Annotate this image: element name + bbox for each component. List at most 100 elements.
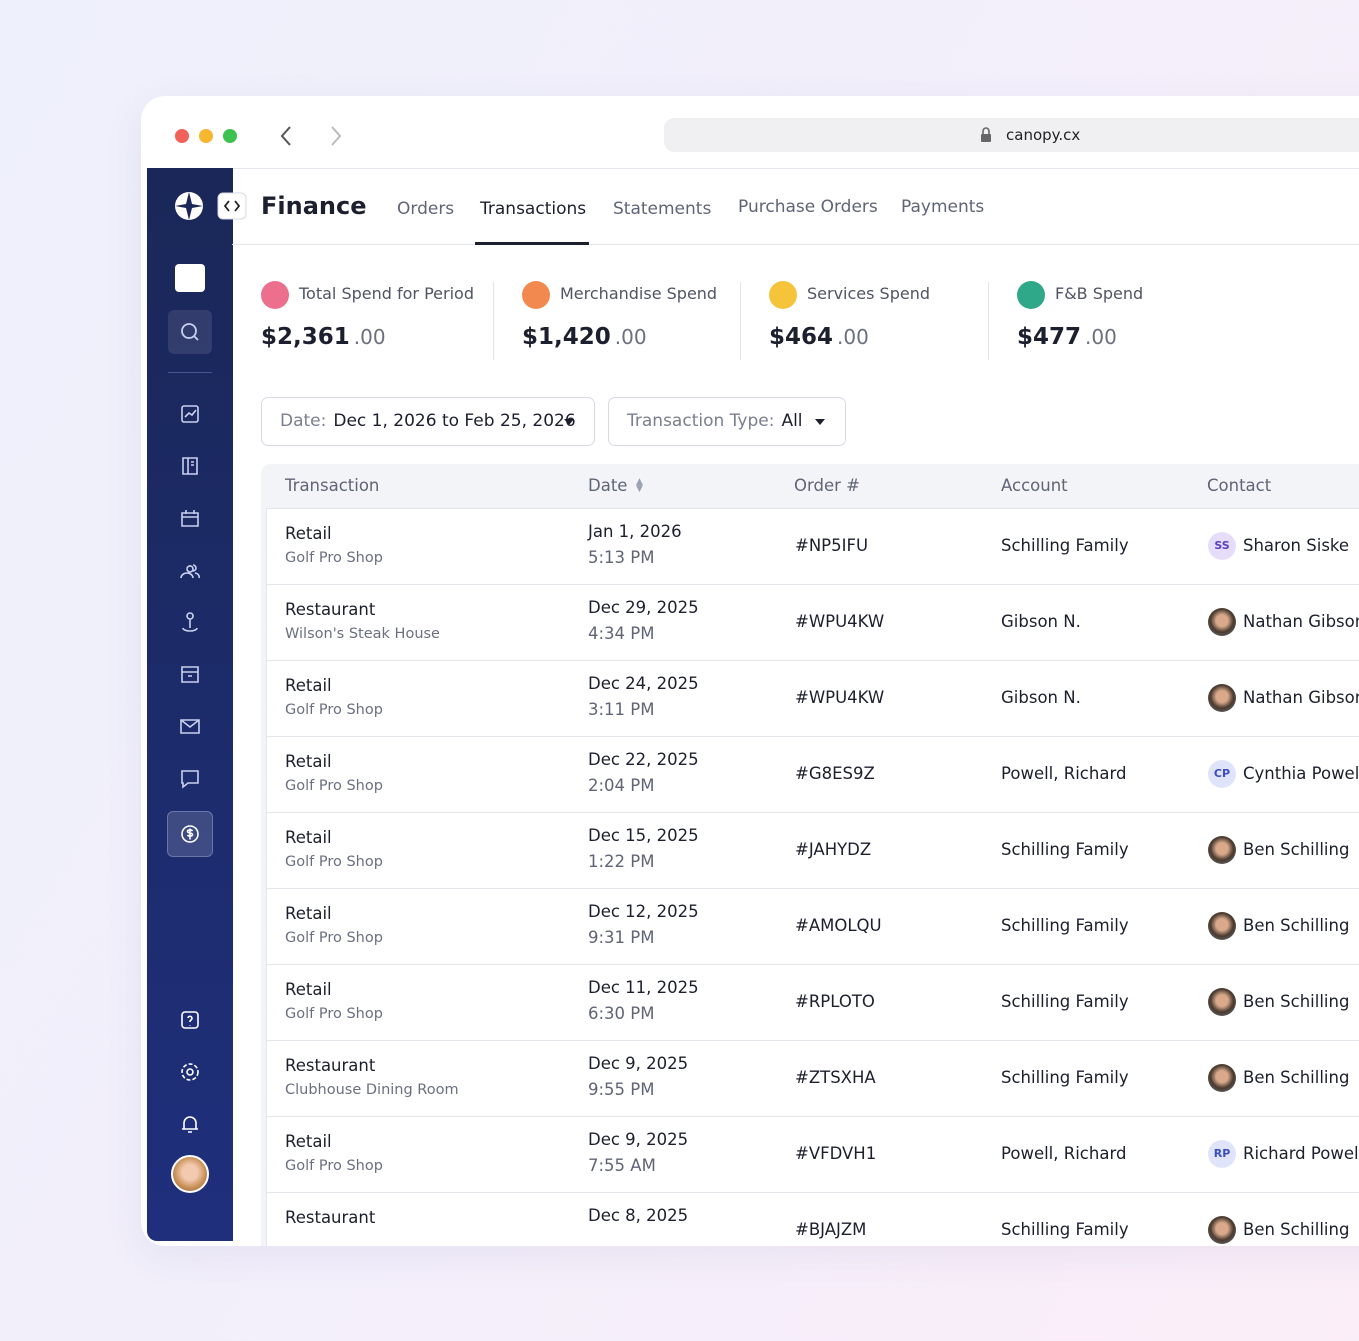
contact-initials: SS bbox=[1208, 532, 1236, 560]
order-number: #WPU4KW bbox=[795, 612, 885, 631]
tab[interactable]: Orders bbox=[397, 199, 455, 219]
table-row[interactable]: Restaurant Clubhouse Dining Room Dec 9, 20… bbox=[266, 1040, 1359, 1117]
book-nav[interactable] bbox=[176, 452, 204, 480]
time: 6:30 PM bbox=[588, 1004, 655, 1023]
min-dot[interactable] bbox=[199, 129, 213, 143]
contact-photo bbox=[1208, 836, 1236, 864]
chart-nav[interactable] bbox=[176, 400, 204, 428]
nav-arrows[interactable] bbox=[276, 124, 356, 148]
stat-cents: .00 bbox=[1085, 325, 1117, 349]
tab[interactable]: Statements bbox=[613, 199, 712, 219]
stat-icon bbox=[1017, 281, 1045, 309]
order-number: #JAHYDZ bbox=[795, 840, 872, 859]
transaction-location: Golf Pro Shop bbox=[285, 930, 383, 946]
close-dot[interactable] bbox=[175, 129, 189, 143]
stat-label: Total Spend for Period bbox=[299, 284, 474, 303]
date: Dec 12, 2025 bbox=[588, 902, 699, 921]
transaction-type: Restaurant bbox=[285, 1208, 376, 1227]
search-button[interactable] bbox=[168, 310, 212, 354]
date: Dec 15, 2025 bbox=[588, 826, 699, 845]
logo[interactable] bbox=[173, 190, 205, 222]
transaction-location: Golf Pro Shop bbox=[285, 854, 383, 870]
bell-nav[interactable] bbox=[176, 1110, 204, 1138]
order-number: #WPU4KW bbox=[795, 688, 885, 707]
transaction-type: Retail bbox=[285, 752, 332, 771]
contact-photo bbox=[1208, 912, 1236, 940]
transaction-location: Golf Pro Shop bbox=[285, 1158, 383, 1174]
url: canopy.cx bbox=[1006, 126, 1081, 144]
tab[interactable]: Purchase Orders bbox=[738, 197, 878, 217]
time: 2:04 PM bbox=[588, 776, 655, 795]
table-row[interactable]: Restaurant Wilson's Steak House Dec 29, 20… bbox=[266, 584, 1359, 661]
date: Dec 24, 2025 bbox=[588, 674, 699, 693]
filter-dropdown[interactable]: Transaction Type: All bbox=[608, 397, 846, 446]
stat-divider bbox=[493, 282, 494, 360]
contact-name: Ben Schilling bbox=[1243, 1220, 1350, 1239]
chat-nav[interactable] bbox=[176, 764, 204, 792]
table-row[interactable]: Retail Golf Pro Shop Dec 11, 2025 6:30 PM #R… bbox=[266, 964, 1359, 1041]
table-header-bg bbox=[261, 464, 1359, 510]
archive-nav[interactable] bbox=[176, 660, 204, 688]
transaction-location: Golf Pro Shop bbox=[285, 702, 383, 718]
date: Dec 22, 2025 bbox=[588, 750, 699, 769]
page-title: Finance bbox=[261, 192, 367, 220]
filter-dropdown[interactable]: Date: Dec 1, 2026 to Feb 25, 2026 bbox=[261, 397, 595, 446]
stat-icon bbox=[522, 281, 550, 309]
transaction-location: Golf Pro Shop bbox=[285, 550, 383, 566]
table-row[interactable]: Retail Golf Pro Shop Dec 12, 2025 9:31 PM #A… bbox=[266, 888, 1359, 965]
tab[interactable]: Payments bbox=[901, 197, 985, 217]
stat-amount: $1,420 bbox=[522, 324, 611, 350]
account: Schilling Family bbox=[1001, 916, 1129, 935]
account: Schilling Family bbox=[1001, 1068, 1129, 1087]
time: 9:31 PM bbox=[588, 928, 655, 947]
table-row[interactable]: Retail Golf Pro Shop Dec 15, 2025 1:22 PM #J… bbox=[266, 812, 1359, 889]
stat-label: F&B Spend bbox=[1055, 284, 1144, 303]
table-row[interactable]: Retail Golf Pro Shop Dec 24, 2025 3:11 PM #W… bbox=[266, 660, 1359, 737]
members-nav[interactable] bbox=[176, 556, 204, 584]
table-row[interactable]: Retail Golf Pro Shop Jan 1, 2026 5:13 PM #NP… bbox=[266, 508, 1359, 585]
filter-label: Transaction Type: bbox=[627, 411, 775, 431]
column-header[interactable]: Date bbox=[588, 476, 628, 495]
divider bbox=[147, 168, 1359, 169]
account: Powell, Richard bbox=[1001, 764, 1127, 783]
transaction-location: Clubhouse Dining Room bbox=[285, 1082, 459, 1098]
stat-label: Services Spend bbox=[807, 284, 931, 303]
stat-amount: $477 bbox=[1017, 324, 1082, 350]
money-nav[interactable] bbox=[176, 820, 204, 848]
collapse-toggle[interactable] bbox=[217, 192, 247, 220]
stat-amount: $2,361 bbox=[261, 324, 350, 350]
golf-nav[interactable] bbox=[176, 608, 204, 636]
help-nav[interactable] bbox=[176, 1006, 204, 1034]
transaction-type: Retail bbox=[285, 828, 332, 847]
table-row[interactable]: Retail Golf Pro Shop Dec 22, 2025 2:04 PM #G… bbox=[266, 736, 1359, 813]
settings-nav[interactable] bbox=[176, 1058, 204, 1086]
calendar-nav[interactable] bbox=[176, 504, 204, 532]
order-number: #AMOLQU bbox=[795, 916, 882, 935]
time: 4:34 PM bbox=[588, 624, 655, 643]
url-bar[interactable]: canopy.cx bbox=[664, 118, 1359, 152]
stat-icon bbox=[261, 281, 289, 309]
stat-divider bbox=[988, 282, 989, 360]
time: 7:55 AM bbox=[588, 1156, 656, 1175]
contact-name: Ben Schilling bbox=[1243, 840, 1350, 859]
mail-nav[interactable] bbox=[176, 712, 204, 740]
user-avatar[interactable] bbox=[171, 1155, 209, 1193]
stat-cents: .00 bbox=[614, 325, 647, 349]
club-badge[interactable] bbox=[175, 264, 205, 292]
stat-icon bbox=[769, 281, 797, 309]
table-row[interactable]: Retail Golf Pro Shop Dec 9, 2025 7:55 AM #VF… bbox=[266, 1116, 1359, 1193]
date: Jan 1, 2026 bbox=[588, 522, 682, 541]
contact-name: Ben Schilling bbox=[1243, 992, 1350, 1011]
tab[interactable]: Transactions bbox=[480, 199, 587, 219]
time: 1:22 PM bbox=[588, 852, 655, 871]
account: Schilling Family bbox=[1001, 536, 1129, 555]
max-dot[interactable] bbox=[223, 129, 237, 143]
table-row[interactable]: Restaurant Dec 8, 2025 #BJAJZM Schilling Fa… bbox=[266, 1192, 1359, 1246]
contact-initials: RP bbox=[1208, 1140, 1236, 1168]
stat-cents: .00 bbox=[353, 325, 386, 349]
account: Schilling Family bbox=[1001, 840, 1129, 859]
contact-photo bbox=[1208, 1216, 1236, 1244]
column-header: Contact bbox=[1207, 476, 1272, 495]
stat-label: Merchandise Spend bbox=[560, 284, 718, 303]
